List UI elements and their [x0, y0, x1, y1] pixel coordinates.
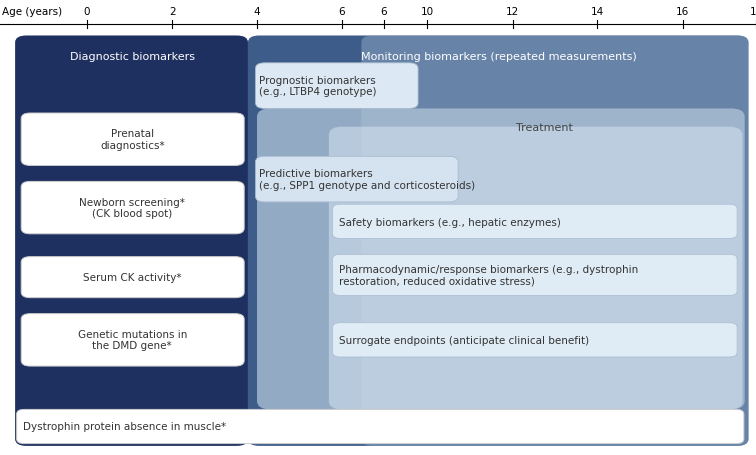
Text: 6: 6	[339, 7, 345, 17]
Text: 12: 12	[506, 7, 519, 17]
Text: 14: 14	[590, 7, 604, 17]
Text: Surrogate endpoints (anticipate clinical benefit): Surrogate endpoints (anticipate clinical…	[339, 335, 589, 345]
Text: Diagnostic biomarkers: Diagnostic biomarkers	[70, 52, 195, 62]
Text: Serum CK activity*: Serum CK activity*	[83, 273, 181, 283]
Text: Monitoring biomarkers (repeated measurements): Monitoring biomarkers (repeated measurem…	[361, 52, 637, 62]
Text: Newborn screening*
(CK blood spot): Newborn screening* (CK blood spot)	[79, 197, 185, 219]
FancyBboxPatch shape	[21, 114, 244, 166]
FancyBboxPatch shape	[21, 257, 244, 298]
FancyBboxPatch shape	[361, 36, 748, 446]
Text: Safety biomarkers (e.g., hepatic enzymes): Safety biomarkers (e.g., hepatic enzymes…	[339, 217, 560, 227]
Text: Genetic mutations in
the DMD gene*: Genetic mutations in the DMD gene*	[78, 329, 187, 351]
Text: Pharmacodynamic/response biomarkers (e.g., dystrophin
restoration, reduced oxida: Pharmacodynamic/response biomarkers (e.g…	[339, 264, 638, 286]
FancyBboxPatch shape	[21, 314, 244, 366]
FancyBboxPatch shape	[256, 157, 458, 202]
FancyBboxPatch shape	[333, 255, 737, 296]
Text: 6: 6	[381, 7, 387, 17]
FancyBboxPatch shape	[257, 109, 745, 410]
FancyBboxPatch shape	[21, 182, 244, 234]
Text: 2: 2	[169, 7, 175, 17]
Text: Dystrophin protein absence in muscle*: Dystrophin protein absence in muscle*	[23, 421, 226, 431]
Text: Predictive biomarkers
(e.g., SPP1 genotype and corticosteroids): Predictive biomarkers (e.g., SPP1 genoty…	[259, 169, 476, 191]
Text: 10: 10	[420, 7, 434, 17]
FancyBboxPatch shape	[333, 205, 737, 239]
Text: Age (years): Age (years)	[2, 7, 63, 17]
FancyBboxPatch shape	[248, 36, 748, 446]
Text: Prenatal
diagnostics*: Prenatal diagnostics*	[100, 129, 165, 151]
Text: 16: 16	[676, 7, 689, 17]
Text: Treatment: Treatment	[516, 122, 573, 132]
FancyBboxPatch shape	[17, 410, 744, 444]
FancyBboxPatch shape	[329, 127, 742, 410]
FancyBboxPatch shape	[333, 323, 737, 357]
FancyBboxPatch shape	[256, 64, 418, 109]
Text: 4: 4	[254, 7, 260, 17]
Text: 18: 18	[749, 7, 756, 17]
Text: Prognostic biomarkers
(e.g., LTBP4 genotype): Prognostic biomarkers (e.g., LTBP4 genot…	[259, 76, 376, 97]
FancyBboxPatch shape	[15, 36, 248, 446]
Text: 0: 0	[84, 7, 90, 17]
